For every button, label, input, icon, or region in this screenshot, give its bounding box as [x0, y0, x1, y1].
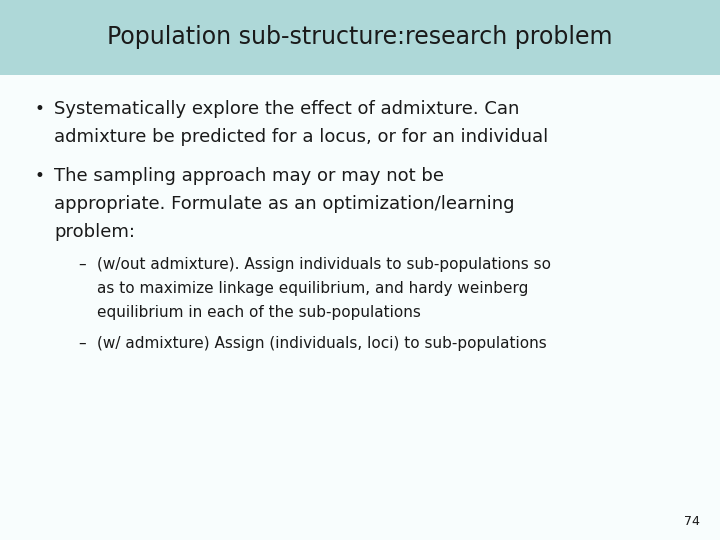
Text: appropriate. Formulate as an optimization/learning: appropriate. Formulate as an optimizatio…: [54, 195, 515, 213]
Text: –: –: [78, 257, 86, 272]
Text: –: –: [78, 335, 86, 350]
Text: as to maximize linkage equilibrium, and hardy weinberg: as to maximize linkage equilibrium, and …: [97, 281, 528, 296]
Text: Population sub-structure:research problem: Population sub-structure:research proble…: [107, 25, 613, 49]
Text: (w/ admixture) Assign (individuals, loci) to sub-populations: (w/ admixture) Assign (individuals, loci…: [97, 335, 547, 350]
Bar: [0, 75, 720, 540]
Text: •: •: [35, 100, 45, 118]
Text: (w/out admixture). Assign individuals to sub-populations so: (w/out admixture). Assign individuals to…: [97, 257, 552, 272]
Text: The sampling approach may or may not be: The sampling approach may or may not be: [54, 167, 444, 185]
Text: Systematically explore the effect of admixture. Can: Systematically explore the effect of adm…: [54, 100, 519, 118]
Text: problem:: problem:: [54, 224, 135, 241]
Text: 74: 74: [684, 515, 700, 528]
Text: admixture be predicted for a locus, or for an individual: admixture be predicted for a locus, or f…: [54, 128, 548, 146]
Text: •: •: [35, 167, 45, 185]
Text: equilibrium in each of the sub-populations: equilibrium in each of the sub-populatio…: [97, 305, 421, 320]
Bar: [0, 0, 720, 75]
